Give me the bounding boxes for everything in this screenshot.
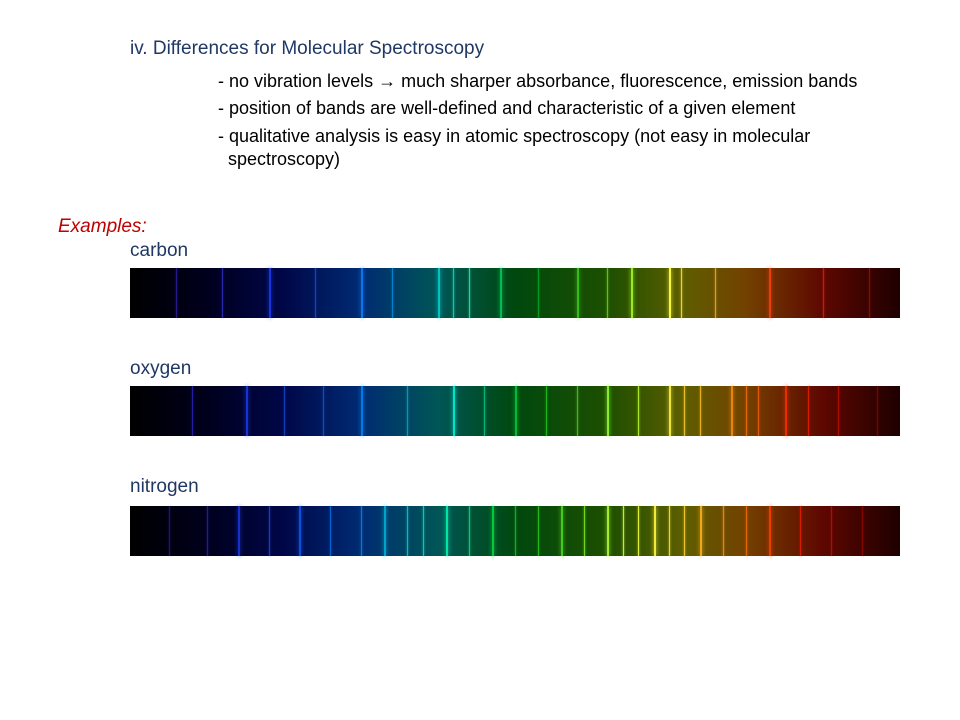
spectral-line bbox=[746, 506, 747, 556]
spectral-line bbox=[323, 386, 324, 436]
bullet-item: - no vibration levels → much sharper abs… bbox=[218, 70, 898, 93]
element-label-carbon: carbon bbox=[130, 240, 188, 262]
spectral-line bbox=[654, 506, 656, 556]
bullet-list: - no vibration levels → much sharper abs… bbox=[218, 70, 898, 176]
spectral-line bbox=[453, 386, 455, 436]
spectral-line bbox=[785, 386, 787, 436]
spectral-line bbox=[669, 268, 671, 318]
spectral-line bbox=[823, 268, 824, 318]
spectral-line bbox=[838, 386, 839, 436]
spectral-line bbox=[192, 386, 193, 436]
spectral-line bbox=[407, 386, 408, 436]
spectral-line bbox=[584, 506, 585, 556]
spectral-line bbox=[438, 268, 440, 318]
spectral-line bbox=[423, 506, 424, 556]
spectral-line bbox=[877, 386, 878, 436]
spectral-line bbox=[500, 268, 502, 318]
spectral-line bbox=[284, 386, 285, 436]
section-heading: iv. Differences for Molecular Spectrosco… bbox=[130, 38, 484, 60]
spectral-line bbox=[176, 268, 177, 318]
spectral-line bbox=[492, 506, 494, 556]
spectral-line bbox=[546, 386, 547, 436]
spectral-line bbox=[684, 386, 685, 436]
spectral-line bbox=[669, 386, 671, 436]
bullet-item: - qualitative analysis is easy in atomic… bbox=[218, 125, 898, 172]
spectral-line bbox=[238, 506, 240, 556]
spectral-line bbox=[808, 386, 809, 436]
spectral-line bbox=[607, 268, 608, 318]
spectral-line bbox=[561, 506, 563, 556]
spectrum-continuum bbox=[130, 268, 900, 318]
spectral-line bbox=[577, 268, 579, 318]
spectral-line bbox=[623, 506, 624, 556]
spectral-line bbox=[577, 386, 578, 436]
spectral-line bbox=[681, 268, 682, 318]
spectral-line bbox=[330, 506, 331, 556]
spectral-line bbox=[484, 386, 485, 436]
spectral-line bbox=[769, 506, 771, 556]
spectral-line bbox=[607, 506, 609, 556]
spectral-line bbox=[638, 506, 639, 556]
spectral-line bbox=[453, 268, 454, 318]
spectral-line bbox=[515, 506, 516, 556]
bullet-item: - position of bands are well-defined and… bbox=[218, 97, 898, 120]
spectral-line bbox=[684, 506, 685, 556]
spectrum-nitrogen bbox=[130, 506, 900, 556]
spectral-line bbox=[700, 386, 701, 436]
spectral-line bbox=[758, 386, 759, 436]
spectral-line bbox=[862, 506, 863, 556]
spectral-line bbox=[361, 506, 362, 556]
spectrum-carbon bbox=[130, 268, 900, 318]
spectral-line bbox=[631, 268, 633, 318]
spectral-line bbox=[638, 386, 639, 436]
spectral-line bbox=[869, 268, 870, 318]
spectral-line bbox=[515, 386, 517, 436]
element-label-nitrogen: nitrogen bbox=[130, 476, 199, 498]
spectral-line bbox=[715, 268, 716, 318]
element-label-oxygen: oxygen bbox=[130, 358, 191, 380]
spectral-line bbox=[469, 268, 470, 318]
spectrum-oxygen bbox=[130, 386, 900, 436]
spectral-line bbox=[469, 506, 470, 556]
spectral-line bbox=[538, 268, 539, 318]
spectral-line bbox=[269, 268, 271, 318]
spectral-line bbox=[361, 268, 363, 318]
spectral-line bbox=[769, 268, 771, 318]
spectral-line bbox=[169, 506, 170, 556]
spectral-line bbox=[222, 268, 223, 318]
spectral-line bbox=[538, 506, 539, 556]
spectral-line bbox=[299, 506, 301, 556]
spectral-line bbox=[269, 506, 270, 556]
spectral-line bbox=[723, 506, 724, 556]
spectral-line bbox=[384, 506, 386, 556]
spectral-line bbox=[207, 506, 208, 556]
spectral-line bbox=[407, 506, 408, 556]
spectral-line bbox=[246, 386, 248, 436]
spectral-line bbox=[315, 268, 316, 318]
spectral-line bbox=[700, 506, 702, 556]
spectral-line bbox=[669, 506, 670, 556]
slide: iv. Differences for Molecular Spectrosco… bbox=[0, 0, 960, 720]
spectral-line bbox=[731, 386, 733, 436]
spectral-line bbox=[746, 386, 747, 436]
spectral-line bbox=[831, 506, 832, 556]
spectral-line bbox=[446, 506, 448, 556]
spectral-line bbox=[607, 386, 609, 436]
spectral-line bbox=[800, 506, 801, 556]
spectral-line bbox=[361, 386, 363, 436]
examples-label: Examples: bbox=[58, 216, 147, 238]
spectral-line bbox=[392, 268, 393, 318]
